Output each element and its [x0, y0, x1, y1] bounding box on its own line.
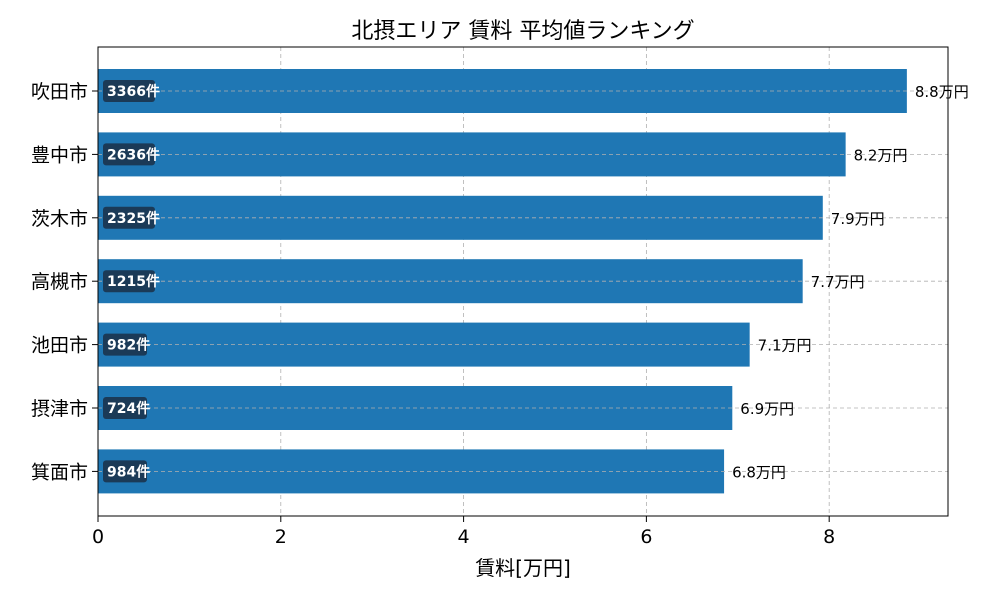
count-badge: [103, 206, 155, 229]
y-tick-label: 池田市: [31, 335, 88, 357]
value-label: 6.8万円: [732, 463, 786, 481]
count-label: 984件: [107, 463, 150, 480]
count-badge: [103, 397, 147, 419]
y-tick-label: 摂津市: [31, 398, 88, 420]
count-badge: [103, 460, 147, 483]
y-tick-label: 箕面市: [31, 461, 88, 483]
count-label: 1215件: [107, 273, 160, 290]
value-label: 8.2万円: [854, 146, 908, 164]
value-label: 7.1万円: [758, 337, 812, 355]
x-tick-label: 4: [458, 526, 470, 548]
count-label: 3366件: [107, 83, 160, 100]
count-label: 2325件: [107, 210, 160, 227]
value-label: 6.9万円: [740, 400, 794, 418]
x-tick-label: 8: [823, 526, 835, 548]
x-axis-label: 賃料[万円]: [475, 556, 571, 580]
x-axis-ticks: 0 2 4 6 8: [92, 516, 835, 548]
chart-title: 北摂エリア 賃料 平均値ランキング: [351, 19, 694, 44]
value-label: 8.8万円: [915, 83, 969, 101]
y-tick-label: 高槻市: [31, 271, 88, 293]
value-label: 7.7万円: [811, 273, 865, 291]
y-tick-label: 茨木市: [31, 208, 88, 230]
value-label: 7.9万円: [831, 210, 885, 228]
count-label: 724件: [107, 400, 150, 417]
y-tick-label: 豊中市: [31, 144, 88, 166]
bar-labels: 3366件 8.8万円 2636件 8.2万円 2325件 7.9万円 1215件 7.7万円…: [98, 80, 969, 483]
count-badge: [103, 80, 155, 102]
y-tick-label: 吹田市: [31, 81, 88, 103]
x-tick-label: 2: [275, 526, 287, 548]
count-badge: [103, 333, 147, 356]
count-label: 982件: [107, 337, 150, 354]
count-label: 2636件: [107, 146, 160, 163]
count-badge: [103, 270, 155, 293]
x-tick-label: 0: [92, 526, 104, 548]
x-tick-label: 6: [640, 526, 652, 548]
count-badge: [103, 143, 155, 166]
